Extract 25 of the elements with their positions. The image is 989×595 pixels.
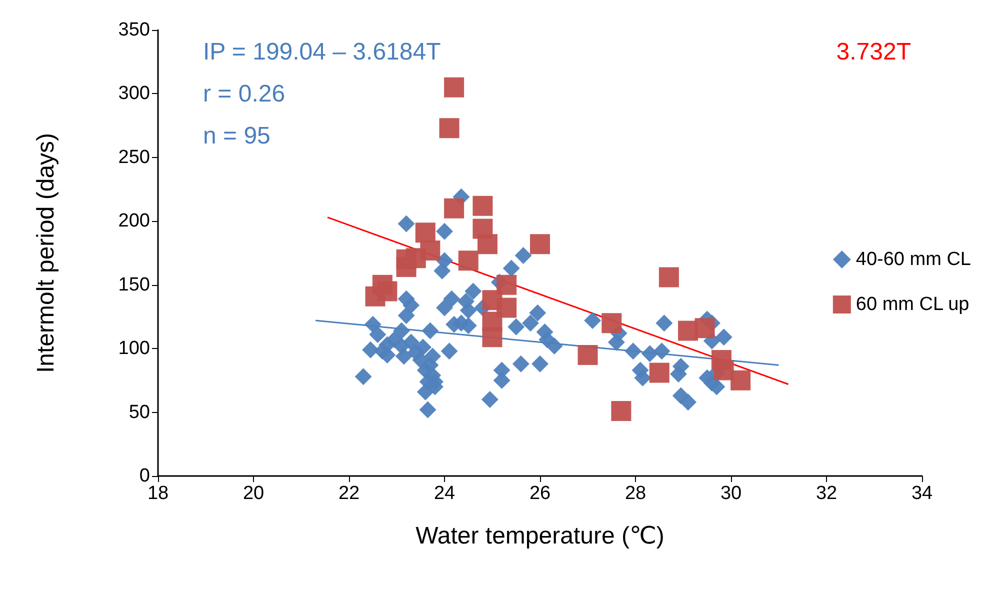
y-tick-label: 350 — [118, 20, 150, 40]
y-tick-label: 0 — [139, 466, 150, 486]
x-tick-label: 26 — [529, 483, 551, 504]
x-tick-label: 18 — [147, 483, 169, 504]
legend-label: 60 mm CL up — [856, 294, 970, 315]
annotation: r = 0.26 — [203, 80, 286, 108]
x-axis-title: Water temperature (℃) — [416, 522, 664, 550]
annotation: n = 95 — [203, 122, 270, 150]
legend-label: 40-60 mm CL — [856, 249, 972, 270]
y-tick-label: 150 — [118, 274, 150, 296]
y-tick-label: 100 — [118, 338, 150, 360]
y-axis-title: Intermolt period (days) — [32, 132, 60, 374]
x-tick-label: 20 — [242, 483, 264, 504]
x-tick-label: 34 — [911, 483, 933, 504]
annotation: IP = 199.04 – 3.6184T — [203, 38, 442, 66]
x-tick-label: 28 — [624, 483, 646, 504]
x-tick-label: 24 — [434, 483, 456, 504]
y-tick-label: 250 — [118, 146, 150, 168]
x-tick-label: 30 — [720, 483, 742, 504]
x-tick-label: 22 — [338, 483, 360, 504]
y-tick-label: 50 — [128, 402, 150, 423]
annotation: 3.732T — [836, 38, 912, 66]
y-tick-label: 200 — [118, 210, 150, 232]
y-tick-label: 300 — [118, 83, 150, 104]
x-tick-label: 32 — [816, 483, 838, 504]
